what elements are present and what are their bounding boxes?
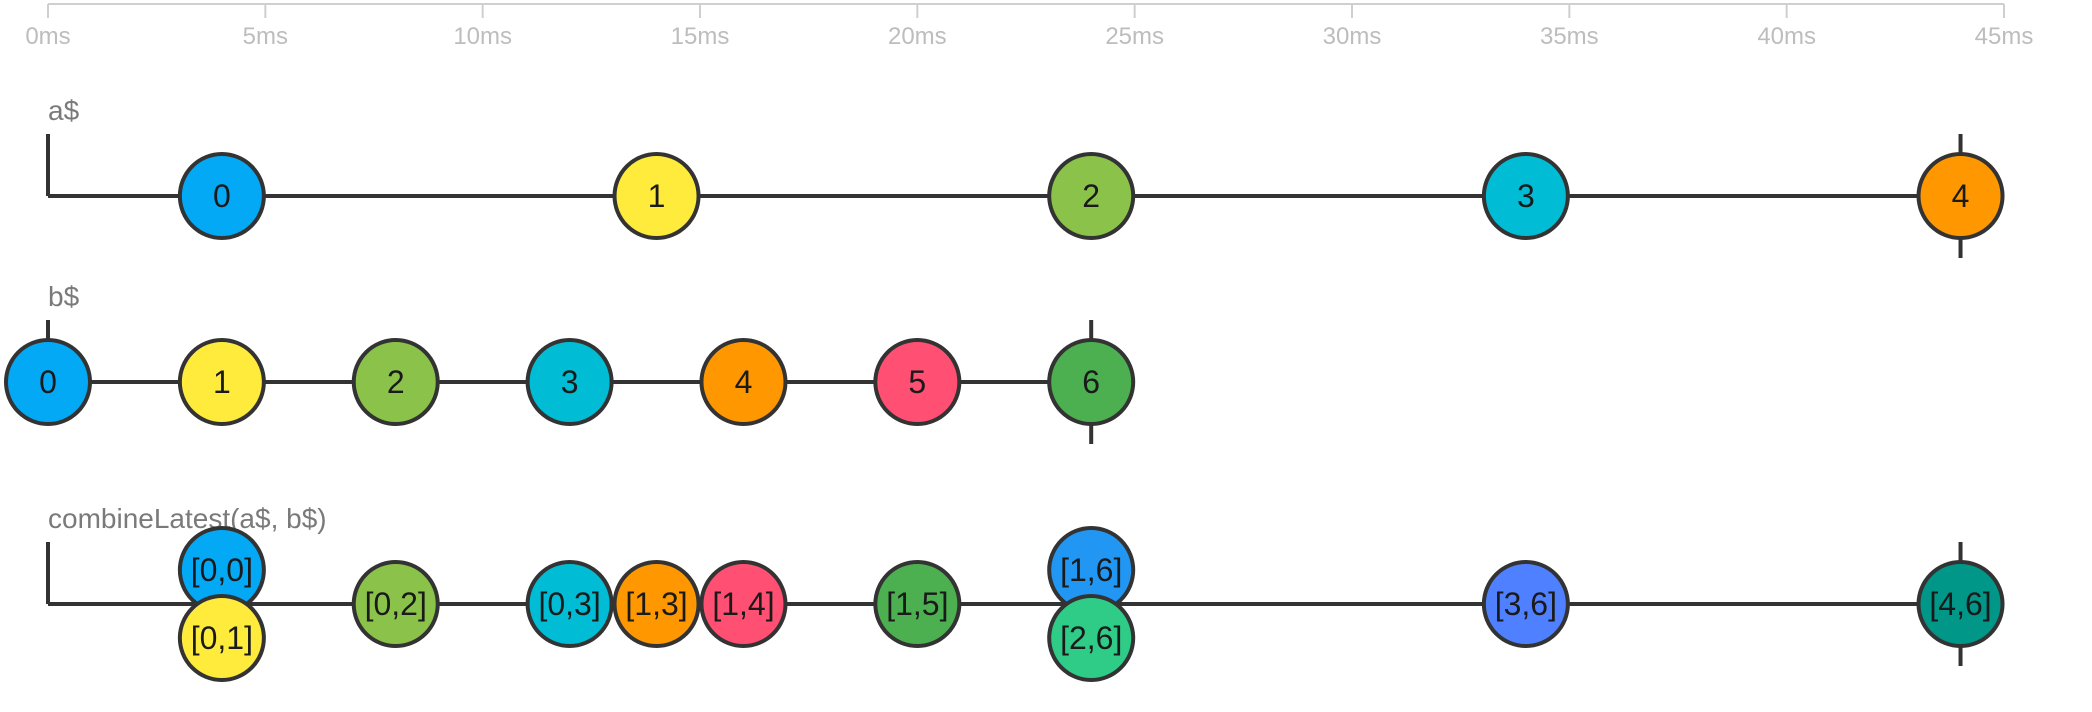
marble: 3 — [525, 338, 614, 426]
marble-circle — [525, 338, 614, 426]
marble-value: [1,4] — [712, 586, 774, 622]
marble-circle — [4, 338, 92, 426]
marble: [0,1] — [177, 594, 266, 682]
marble-circle — [1481, 560, 1570, 648]
marble-circle — [873, 560, 962, 648]
marble-circle — [351, 560, 440, 648]
marble-value: [0,2] — [365, 586, 427, 622]
marble-circle — [699, 560, 788, 648]
marble-value: 2 — [1082, 178, 1100, 214]
marble: 4 — [699, 338, 788, 426]
marble-circle — [177, 338, 266, 426]
marble-value: [0,1] — [191, 620, 253, 656]
marble: 1 — [177, 338, 266, 426]
marble: [1,3] — [612, 560, 701, 648]
marble: 0 — [4, 338, 92, 426]
marble: [4,6] — [1916, 560, 2005, 648]
marble: [0,3] — [525, 560, 614, 648]
marble-value: [0,0] — [191, 552, 253, 588]
marble: [3,6] — [1481, 560, 1570, 648]
marble-circle — [1916, 152, 2005, 240]
marble: 3 — [1481, 152, 1570, 240]
time-tick-label: 0ms — [25, 23, 70, 50]
marble-circle — [177, 594, 266, 682]
marble: 5 — [873, 338, 962, 426]
marble-value: [2,6] — [1060, 620, 1122, 656]
marble-value: [1,6] — [1060, 552, 1122, 588]
marble-value: [3,6] — [1495, 586, 1557, 622]
marble-circle — [1047, 338, 1136, 426]
marble: [0,2] — [351, 560, 440, 648]
marble-value: 3 — [1517, 178, 1535, 214]
marble-value: 6 — [1082, 364, 1100, 400]
time-axis: 0ms 5ms 10ms 15ms 20ms 25ms 30ms 35ms 40ms 45ms — [25, 3, 2034, 50]
marble: [1,5] — [873, 560, 962, 648]
stream-b: b$ 0 1 2 3 4 5 6 — [4, 281, 1136, 444]
marble-circle — [351, 338, 440, 426]
marble-circle — [699, 338, 788, 426]
marble: 1 — [612, 152, 701, 240]
marble-value: 4 — [1952, 178, 1970, 214]
marble: [0,0] — [177, 526, 266, 614]
stream-combined: combineLatest(a$, b$) [0,0] [0,1] [0,2] [0,3… — [46, 503, 2005, 682]
marble-value: 0 — [213, 178, 231, 214]
time-tick-label: 20ms — [888, 23, 947, 50]
marble: 0 — [177, 152, 266, 240]
marble: 4 — [1916, 152, 2005, 240]
marble-circle — [1047, 594, 1136, 682]
marble: 2 — [351, 338, 440, 426]
time-tick-label: 40ms — [1757, 23, 1816, 50]
marble: [1,6] — [1047, 526, 1136, 614]
time-tick-label: 25ms — [1105, 23, 1164, 50]
marble-circle — [612, 560, 701, 648]
marble: 2 — [1047, 152, 1136, 240]
stream-label: a$ — [48, 95, 80, 126]
marble-circle — [1916, 560, 2005, 648]
time-tick-label: 10ms — [453, 23, 512, 50]
time-tick-label: 30ms — [1323, 23, 1382, 50]
marble-circle — [525, 560, 614, 648]
marble-circle — [1047, 152, 1136, 240]
stream-label: b$ — [48, 281, 80, 312]
marble-value: 0 — [39, 364, 57, 400]
marble-circle — [873, 338, 962, 426]
marble-value: 5 — [908, 364, 926, 400]
marble-value: 1 — [648, 178, 666, 214]
time-tick-label: 5ms — [243, 23, 288, 50]
stream-a: a$ 0 1 2 3 4 — [46, 95, 2005, 258]
marble-circle — [1481, 152, 1570, 240]
time-tick-label: 45ms — [1975, 23, 2034, 50]
time-tick-label: 15ms — [671, 23, 730, 50]
marble: [1,4] — [699, 560, 788, 648]
marble-value: 3 — [561, 364, 579, 400]
marble-value: 1 — [213, 364, 231, 400]
stream-label: combineLatest(a$, b$) — [48, 503, 327, 534]
marble-value: 2 — [387, 364, 405, 400]
marble-value: 4 — [735, 364, 753, 400]
marble-circle — [612, 152, 701, 240]
marble-value: [4,6] — [1929, 586, 1991, 622]
time-tick-label: 35ms — [1540, 23, 1599, 50]
streams: a$ 0 1 2 3 4 b$ 0 1 2 3 4 5 6 combineLatest(a$, b$) [0,… — [4, 95, 2005, 682]
marble: 6 — [1047, 338, 1136, 426]
marble: [2,6] — [1047, 594, 1136, 682]
marble-value: [0,3] — [538, 586, 600, 622]
marble-circle — [177, 152, 266, 240]
marble-value: [1,3] — [625, 586, 687, 622]
marble-value: [1,5] — [886, 586, 948, 622]
